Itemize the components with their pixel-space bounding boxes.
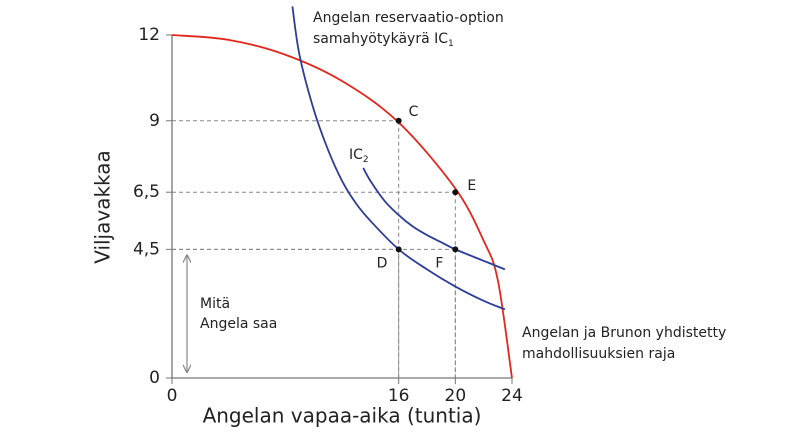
curve <box>171 34 513 379</box>
annotation-text: Mitä <box>200 296 230 312</box>
series-label-text: IC <box>349 147 363 163</box>
point <box>395 246 402 253</box>
curve <box>291 6 506 311</box>
x-tick-label: 24 <box>501 386 523 406</box>
x-tick-label: 16 <box>388 386 410 406</box>
series-label: mahdollisuuksien raja <box>522 346 675 362</box>
series-label-text: Angelan ja Brunon yhdistetty <box>522 325 726 341</box>
series-label: IC2 <box>349 147 369 165</box>
x-axis-label: Angelan vapaa-aika (tuntia) <box>203 404 482 428</box>
point-label: E <box>467 178 476 194</box>
series-label: samahyötykäyrä IC1 <box>313 31 454 49</box>
curve <box>362 167 506 271</box>
series-label: Angelan reservaatio-option <box>313 10 504 26</box>
x-tick-label: 0 <box>167 386 178 406</box>
series-label-subscript: 2 <box>363 155 369 165</box>
y-tick-label: 12 <box>138 25 160 45</box>
point <box>452 189 459 196</box>
point-label: F <box>435 255 443 271</box>
y-tick-label: 9 <box>149 111 160 131</box>
annotation-text: Angela saa <box>200 316 277 332</box>
y-axis-label: Viljavakkaa <box>91 150 115 264</box>
point <box>395 117 402 124</box>
point <box>452 246 459 253</box>
series-label-text: Angelan reservaatio-option <box>313 10 504 26</box>
y-tick-label: 0 <box>149 368 160 388</box>
point-label: D <box>377 255 388 271</box>
y-tick-label: 6,5 <box>133 182 160 202</box>
series-label: Angelan ja Brunon yhdistetty <box>522 325 726 341</box>
series-label-text: mahdollisuuksien raja <box>522 346 675 362</box>
point-label: C <box>409 104 419 120</box>
series-label-subscript: 1 <box>448 39 454 49</box>
y-tick-label: 4,5 <box>133 239 160 259</box>
series-label-text: samahyötykäyrä IC <box>313 31 448 47</box>
x-tick-label: 20 <box>445 386 467 406</box>
